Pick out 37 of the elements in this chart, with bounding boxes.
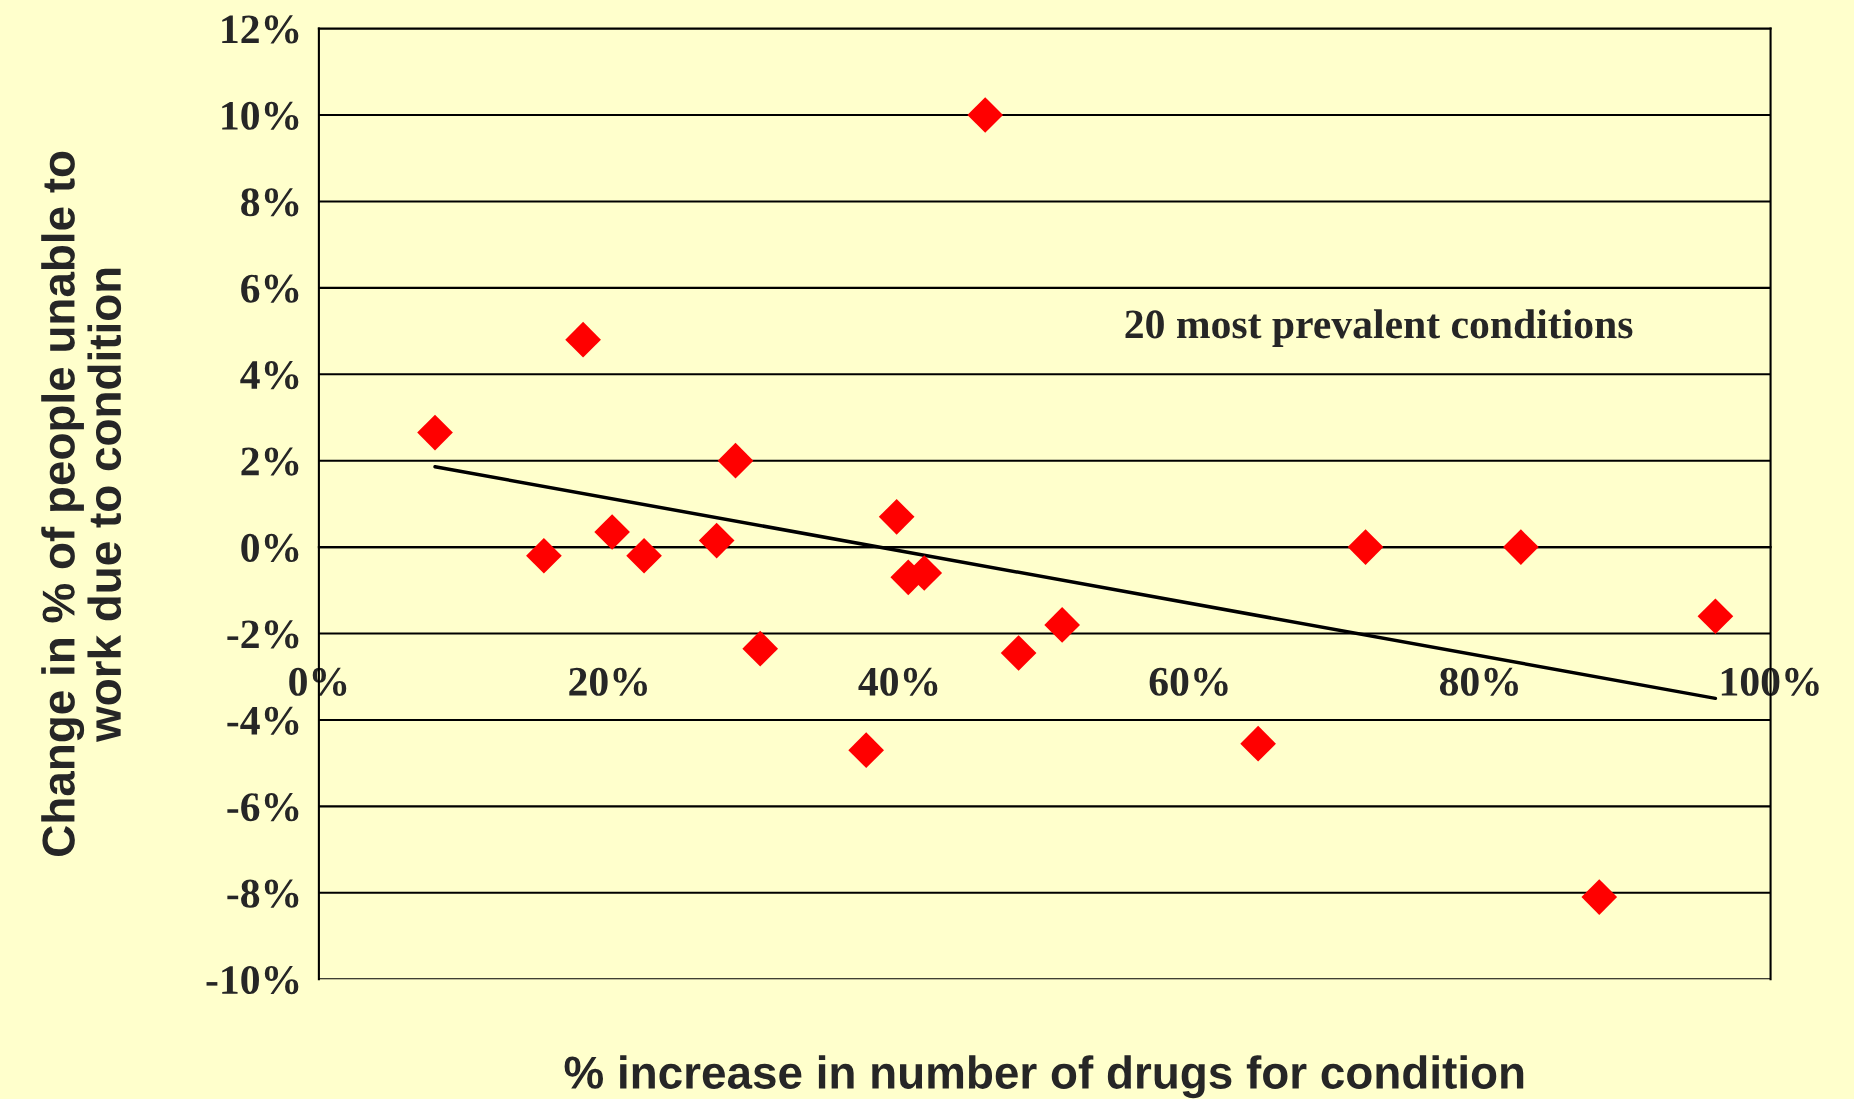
point (565, 321, 601, 358)
point (526, 537, 562, 574)
x-tick-label: 60% (1149, 667, 1228, 697)
x-axis-title: % increase in number of drugs for condition (564, 1055, 1524, 1099)
point (698, 522, 735, 559)
x-tick-label: 80% (1439, 667, 1518, 697)
point (1697, 598, 1734, 635)
y-tick-label: 10% (222, 101, 299, 130)
y-tick-label: -6% (227, 793, 299, 822)
point (878, 499, 915, 535)
point (594, 514, 630, 550)
x-tick-label: 20% (569, 667, 647, 697)
y-tick-label: -8% (227, 879, 299, 908)
point (1581, 879, 1618, 915)
point (1240, 725, 1276, 762)
point (848, 732, 885, 769)
point (1000, 635, 1037, 671)
annotation: 20 most prevalent conditions (1125, 309, 1633, 347)
y-tick-label: 2% (241, 447, 299, 476)
point (717, 442, 754, 479)
y-axis-title: Change in % of people unable to work due to condition (41, 151, 122, 856)
y-tick-label: 0% (241, 533, 299, 563)
point (1503, 529, 1539, 565)
point (742, 630, 779, 667)
point (967, 97, 1004, 133)
y-tick-label: -2% (227, 620, 299, 649)
point (1347, 529, 1384, 565)
y-tick-label: 6% (241, 274, 299, 303)
y-tick-label: 4% (240, 361, 299, 390)
point (1044, 607, 1080, 643)
y-tick-label: -4% (227, 706, 299, 735)
y-tick-label: 12% (222, 15, 299, 44)
point (626, 537, 662, 574)
y-tick-label: 8% (241, 188, 299, 217)
y-tick-label: -10% (206, 965, 299, 995)
x-tick-label: 40% (858, 667, 938, 697)
point (417, 414, 453, 451)
